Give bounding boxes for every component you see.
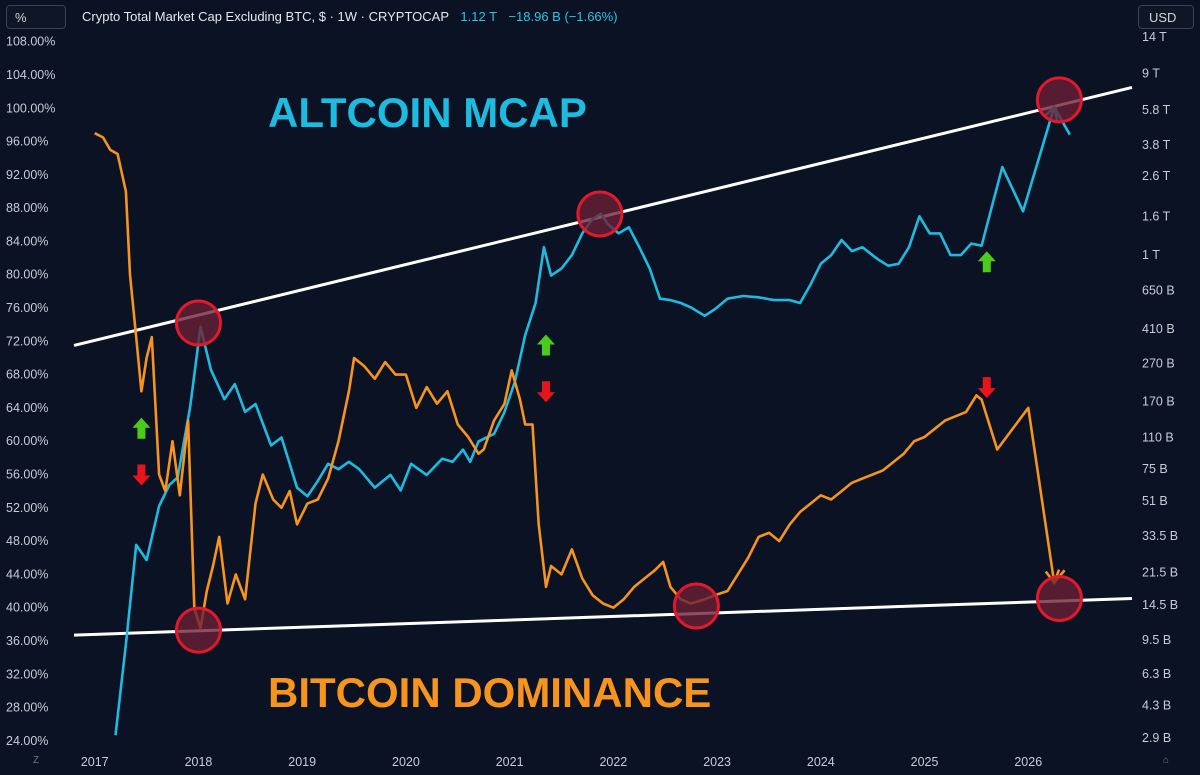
x-tick-label: 2018 (185, 755, 213, 769)
chart-header: % Crypto Total Market Cap Excluding BTC,… (0, 0, 1200, 34)
trendlines (73, 85, 1133, 637)
circle-marker-2 (174, 606, 222, 654)
right-tick-label: 170 B (1142, 395, 1175, 409)
left-tick-label: 40.00% (6, 601, 48, 615)
right-tick-label: 3.8 T (1142, 138, 1171, 152)
right-tick-label: 75 B (1142, 462, 1168, 476)
left-tick-label: 72.00% (6, 334, 48, 348)
circle-markers (174, 76, 1083, 654)
dominance-series-line (94, 132, 1066, 630)
left-tick-label: 68.00% (6, 368, 48, 382)
right-tick-label: 51 B (1142, 494, 1168, 508)
currency-button[interactable]: USD (1138, 5, 1194, 29)
last-value: 1.12 T (460, 9, 497, 24)
x-tick-label: 2026 (1014, 755, 1042, 769)
right-tick-label: 2.9 B (1142, 731, 1171, 745)
x-tick-label: 2019 (288, 755, 316, 769)
symbol-legend: Crypto Total Market Cap Excluding BTC, $… (82, 9, 618, 24)
home-icon[interactable]: ⌂ (1162, 754, 1170, 766)
left-tick-label: 104.00% (6, 68, 55, 82)
right-tick-label: 14.5 B (1142, 598, 1178, 612)
x-tick-label: 2025 (911, 755, 939, 769)
left-tick-label: 28.00% (6, 701, 48, 715)
left-tick-label: 56.00% (6, 467, 48, 481)
trendline-2 (73, 597, 1133, 637)
right-tick-label: 110 B (1142, 431, 1174, 445)
left-tick-label: 96.00% (6, 135, 48, 149)
altcoin-mcap-label: ALTCOIN MCAP (268, 89, 587, 136)
up-arrow-icon-3 (536, 334, 555, 356)
right-tick-label: 9.5 B (1142, 633, 1171, 647)
x-tick-label: 2024 (807, 755, 835, 769)
left-tick-label: 84.00% (6, 234, 48, 248)
left-tick-label: 80.00% (6, 268, 48, 282)
price-change: −18.96 B (−1.66%) (508, 9, 618, 24)
x-axis-ticks: 2017 2018 2019 2020 2021 2022 2023 2024 2025 2026 (81, 755, 1042, 769)
left-tick-label: 60.00% (6, 434, 48, 448)
symbol-title: Crypto Total Market Cap Excluding BTC, $… (82, 9, 449, 24)
left-tick-label: 92.00% (6, 168, 48, 182)
down-arrow-icon-4 (536, 381, 555, 403)
zoom-reset-button[interactable]: Z (32, 754, 40, 766)
left-tick-label: 88.00% (6, 201, 48, 215)
left-tick-label: 24.00% (6, 734, 48, 748)
right-tick-label: 4.3 B (1142, 698, 1171, 712)
x-tick-label: 2022 (599, 755, 627, 769)
right-tick-label: 6.3 B (1142, 667, 1171, 681)
left-tick-label: 108.00% (6, 35, 55, 49)
right-axis-ticks: 2.9 B 4.3 B 6.3 B 9.5 B 14.5 B 21.5 B 33.5 B 51… (1142, 30, 1178, 745)
right-tick-label: 2.6 T (1142, 169, 1171, 183)
left-tick-label: 52.00% (6, 501, 48, 515)
down-arrow-icon-2 (132, 464, 151, 486)
right-tick-label: 14 T (1142, 30, 1167, 44)
x-tick-label: 2023 (703, 755, 731, 769)
left-tick-label: 100.00% (6, 101, 55, 115)
left-tick-label: 64.00% (6, 401, 48, 415)
left-tick-label: 48.00% (6, 534, 48, 548)
right-tick-label: 9 T (1142, 67, 1160, 81)
right-tick-label: 1 T (1142, 248, 1160, 262)
circle-marker-4 (672, 582, 720, 630)
altcoin-series-line (114, 105, 1071, 736)
circle-marker-1 (174, 299, 222, 347)
x-tick-label: 2021 (496, 755, 524, 769)
left-tick-label: 32.00% (6, 667, 48, 681)
circle-marker-3 (576, 190, 624, 238)
up-arrow-icon-5 (977, 251, 996, 273)
bitcoin-dominance-label: BITCOIN DOMINANCE (268, 669, 711, 716)
right-tick-label: 33.5 B (1142, 529, 1178, 543)
left-tick-label: 44.00% (6, 567, 48, 581)
left-axis-ticks: 24.00% 28.00% 32.00% 36.00% 40.00% 44.00% 48.0… (6, 35, 55, 748)
x-tick-label: 2017 (81, 755, 109, 769)
right-tick-label: 5.8 T (1142, 103, 1171, 117)
down-arrow-icon-6 (977, 377, 996, 399)
circle-marker-6 (1035, 575, 1083, 623)
signal-arrows (132, 251, 996, 486)
right-tick-label: 270 B (1142, 356, 1175, 370)
up-arrow-icon-1 (132, 417, 151, 439)
right-tick-label: 21.5 B (1142, 565, 1178, 579)
right-tick-label: 1.6 T (1142, 209, 1171, 223)
circle-marker-5 (1035, 76, 1083, 124)
percent-scale-button[interactable]: % (6, 5, 66, 29)
left-tick-label: 76.00% (6, 301, 48, 315)
x-tick-label: 2020 (392, 755, 420, 769)
right-tick-label: 650 B (1142, 284, 1175, 298)
left-tick-label: 36.00% (6, 634, 48, 648)
right-tick-label: 410 B (1142, 322, 1175, 336)
